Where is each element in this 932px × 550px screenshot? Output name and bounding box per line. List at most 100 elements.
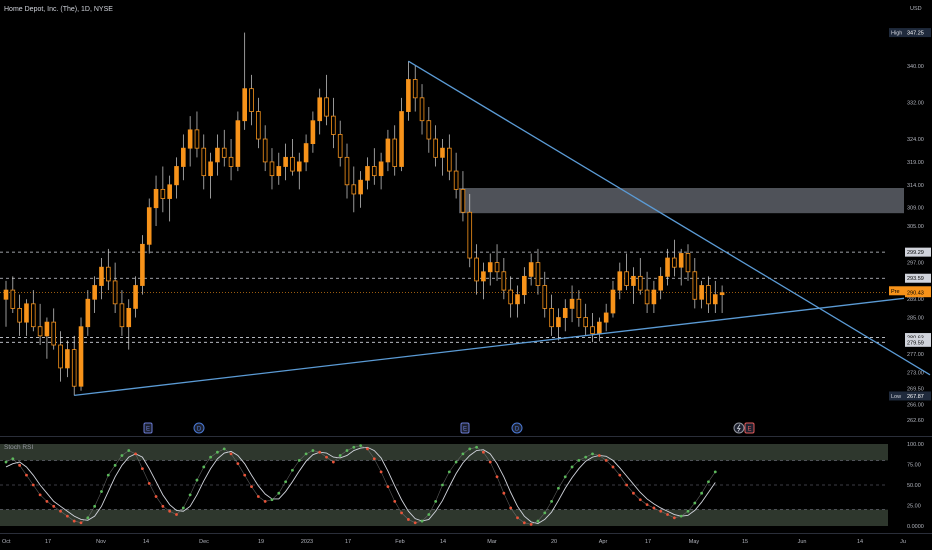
candle xyxy=(242,32,248,130)
price-tag-value: 290.43 xyxy=(907,291,924,297)
candle xyxy=(85,290,91,336)
candle-body xyxy=(133,285,138,309)
stoch-k-point xyxy=(31,483,35,487)
candle-body xyxy=(528,262,534,277)
candle-body xyxy=(385,138,391,163)
stoch-k-point xyxy=(611,465,615,469)
stoch-k-point xyxy=(379,470,383,474)
candle-body xyxy=(106,266,111,282)
stoch-tick-label: 0.0000 xyxy=(907,524,924,530)
stoch-k-point xyxy=(618,473,622,477)
candle-body xyxy=(310,120,316,145)
stoch-k-point xyxy=(488,460,492,464)
stoch-k-point xyxy=(522,521,526,525)
stoch-k-point xyxy=(120,454,124,457)
stoch-k-point xyxy=(604,459,608,462)
stoch-k-point xyxy=(509,506,513,510)
time-tick-label: 17 xyxy=(345,539,351,545)
stoch-k-point xyxy=(707,480,710,484)
candle-body xyxy=(583,317,588,328)
candle-body xyxy=(392,138,398,167)
time-tick-label: Apr xyxy=(599,539,608,545)
candle xyxy=(508,276,513,318)
candle-body xyxy=(215,147,220,163)
candle-body xyxy=(658,275,664,291)
stoch-k-point xyxy=(222,447,226,451)
candle xyxy=(290,139,295,176)
stoch-k-point xyxy=(154,495,158,498)
stoch-k-point xyxy=(454,460,458,464)
candle-body xyxy=(481,271,486,282)
candle-body xyxy=(44,321,50,337)
candle xyxy=(440,139,445,176)
stoch-k-point xyxy=(256,495,260,498)
stoch-k-point xyxy=(584,455,588,459)
price-tick-label: 319.00 xyxy=(907,160,924,166)
stoch-k-point xyxy=(79,521,83,525)
candle xyxy=(58,331,63,382)
price-tick-label: 266.00 xyxy=(907,403,924,409)
symbol-title[interactable]: Home Depot, Inc. (The), 1D, NYSE xyxy=(4,6,113,13)
candle-body xyxy=(187,129,193,149)
stoch-k-point xyxy=(563,475,567,479)
candle xyxy=(24,299,29,336)
candle-body xyxy=(262,138,268,163)
candle-body xyxy=(126,307,132,328)
candle-body xyxy=(317,97,323,122)
candle xyxy=(371,148,377,185)
stoch-k-point xyxy=(570,465,574,469)
candle xyxy=(181,134,186,181)
price-tick-label: 277.00 xyxy=(907,352,924,358)
time-tick-label: 20 xyxy=(551,539,557,545)
stoch-k-point xyxy=(168,509,172,513)
price-tag-label: Low xyxy=(891,394,901,400)
stoch-k-point xyxy=(434,500,438,503)
price-tag: 293.59 xyxy=(905,273,931,283)
stoch-k-point xyxy=(400,511,403,515)
candle-body xyxy=(522,275,527,296)
stoch-k-point xyxy=(482,450,485,454)
stoch-k-point xyxy=(127,449,131,452)
candle xyxy=(276,152,282,185)
oscillator-label[interactable]: Stoch RSI xyxy=(4,444,34,451)
candle-body xyxy=(3,289,9,300)
price-tag-value: 267.87 xyxy=(907,394,924,400)
candle-body xyxy=(167,184,172,199)
candle xyxy=(542,271,548,318)
candle-body xyxy=(337,134,343,158)
candle xyxy=(187,116,193,167)
candle xyxy=(65,340,70,378)
candle xyxy=(269,148,275,190)
candle xyxy=(583,303,588,336)
stoch-k-point xyxy=(72,519,76,523)
candle-body xyxy=(228,156,234,167)
time-tick-label: 15 xyxy=(742,539,748,545)
candle-body xyxy=(501,271,507,291)
earnings-marker: E xyxy=(143,422,153,434)
candle-body xyxy=(221,147,227,158)
candle-body xyxy=(51,321,57,346)
candle xyxy=(262,125,268,172)
stoch-k-point xyxy=(543,511,547,515)
stoch-k-point xyxy=(386,485,390,489)
price-tick-label: 289.00 xyxy=(907,297,924,303)
candle xyxy=(106,248,111,291)
stoch-d-line xyxy=(5,446,716,525)
candle xyxy=(515,285,520,318)
candle-body xyxy=(699,285,704,300)
currency-label: USD xyxy=(910,6,922,12)
candle-body xyxy=(399,111,404,167)
stoch-k-point xyxy=(393,500,397,503)
stoch-k-point xyxy=(652,506,656,510)
candle-body xyxy=(556,317,561,328)
stoch-k-point xyxy=(577,459,581,462)
candle xyxy=(672,239,677,277)
supply-zone-box xyxy=(459,188,904,214)
stoch-k-point xyxy=(625,483,629,487)
svg-text:E: E xyxy=(747,427,751,433)
price-tag: 299.29 xyxy=(905,247,931,257)
candle-body xyxy=(719,292,725,296)
candle xyxy=(153,175,159,226)
candle-body xyxy=(631,275,636,286)
